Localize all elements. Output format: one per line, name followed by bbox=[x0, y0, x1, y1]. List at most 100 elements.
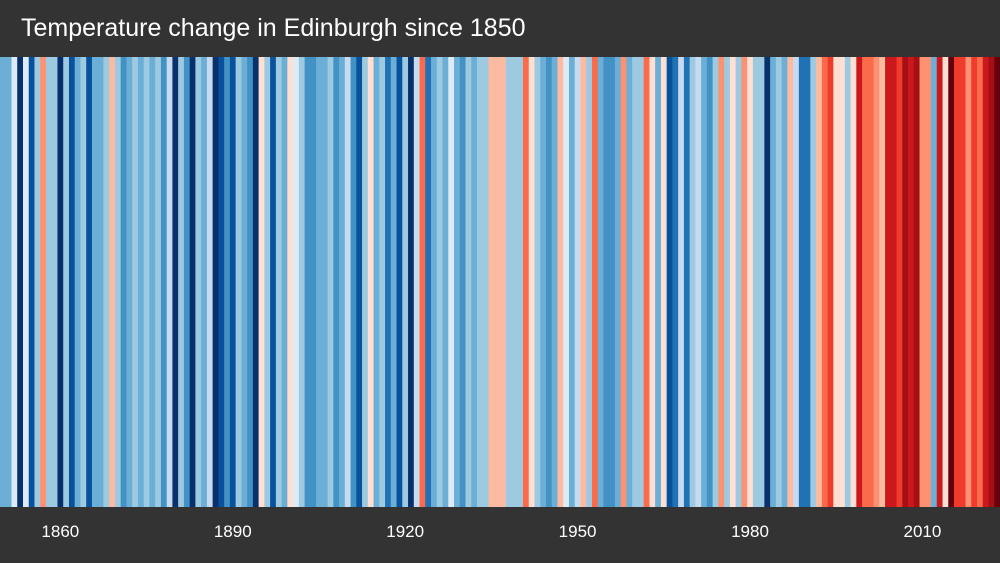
stripe-1972 bbox=[701, 57, 708, 507]
stripe-1891 bbox=[235, 57, 242, 507]
stripe-1998 bbox=[850, 57, 857, 507]
stripe-1900 bbox=[287, 57, 294, 507]
stripe-1949 bbox=[568, 57, 576, 507]
stripe-2020 bbox=[977, 57, 984, 507]
stripe-1884 bbox=[195, 57, 202, 507]
stripe-1903 bbox=[304, 57, 311, 507]
stripe-1948 bbox=[563, 57, 570, 507]
stripe-1950 bbox=[574, 57, 582, 507]
stripe-1905 bbox=[316, 57, 323, 507]
stripe-2000 bbox=[862, 57, 869, 507]
x-axis: 1860 1890 1920 1950 1980 2010 bbox=[0, 507, 1000, 563]
stripe-2008 bbox=[908, 57, 915, 507]
stripe-1961 bbox=[637, 57, 645, 507]
stripe-1862 bbox=[68, 57, 76, 507]
stripe-1898 bbox=[275, 57, 283, 507]
stripe-1932 bbox=[471, 57, 478, 507]
stripe-1968 bbox=[678, 57, 685, 507]
stripe-1990 bbox=[804, 57, 811, 507]
stripe-1883 bbox=[189, 57, 197, 507]
stripe-1946 bbox=[551, 57, 559, 507]
stripe-2004 bbox=[885, 57, 892, 507]
stripe-2023 bbox=[994, 57, 1000, 507]
stripe-1987 bbox=[787, 57, 794, 507]
stripe-1880 bbox=[172, 57, 179, 507]
stripe-1901 bbox=[293, 57, 300, 507]
stripe-1991 bbox=[810, 57, 817, 507]
stripe-1924 bbox=[425, 57, 432, 507]
stripe-1930 bbox=[459, 57, 467, 507]
stripe-1992 bbox=[816, 57, 823, 507]
stripe-1970 bbox=[689, 57, 697, 507]
stripe-1936 bbox=[494, 57, 501, 507]
stripe-1873 bbox=[132, 57, 139, 507]
stripe-2009 bbox=[913, 57, 921, 507]
stripe-1890 bbox=[229, 57, 237, 507]
stripe-2016 bbox=[954, 57, 961, 507]
stripe-1944 bbox=[540, 57, 547, 507]
stripe-1988 bbox=[793, 57, 800, 507]
stripe-1859 bbox=[51, 57, 59, 507]
stripe-1939 bbox=[511, 57, 518, 507]
stripe-1861 bbox=[63, 57, 70, 507]
stripe-2006 bbox=[896, 57, 903, 507]
stripe-2019 bbox=[971, 57, 978, 507]
stripe-2013 bbox=[936, 57, 944, 507]
stripe-1999 bbox=[856, 57, 863, 507]
stripe-1882 bbox=[183, 57, 191, 507]
stripe-1889 bbox=[224, 57, 231, 507]
stripe-1906 bbox=[321, 57, 329, 507]
stripe-2012 bbox=[931, 57, 938, 507]
stripe-1989 bbox=[798, 57, 806, 507]
stripe-1885 bbox=[201, 57, 208, 507]
stripe-1887 bbox=[212, 57, 219, 507]
stripe-1853 bbox=[17, 57, 24, 507]
stripe-1974 bbox=[712, 57, 719, 507]
stripe-1982 bbox=[758, 57, 765, 507]
stripe-1983 bbox=[764, 57, 771, 507]
stripe-1909 bbox=[339, 57, 346, 507]
stripe-1858 bbox=[45, 57, 53, 507]
stripe-1969 bbox=[683, 57, 691, 507]
stripe-1995 bbox=[833, 57, 840, 507]
stripe-1993 bbox=[821, 57, 829, 507]
stripe-1855 bbox=[28, 57, 36, 507]
stripe-1850 bbox=[0, 57, 7, 507]
stripe-1904 bbox=[310, 57, 317, 507]
stripe-1866 bbox=[91, 57, 99, 507]
stripe-1876 bbox=[149, 57, 156, 507]
stripe-1929 bbox=[454, 57, 461, 507]
stripe-1877 bbox=[155, 57, 162, 507]
stripe-1960 bbox=[632, 57, 639, 507]
warming-stripes bbox=[0, 57, 1000, 507]
stripe-1894 bbox=[252, 57, 260, 507]
stripe-1917 bbox=[385, 57, 392, 507]
stripe-1857 bbox=[40, 57, 47, 507]
stripe-2001 bbox=[867, 57, 875, 507]
stripe-1886 bbox=[206, 57, 214, 507]
stripe-2015 bbox=[948, 57, 955, 507]
stripe-1925 bbox=[431, 57, 438, 507]
stripe-1896 bbox=[264, 57, 271, 507]
stripe-1879 bbox=[166, 57, 174, 507]
stripe-1951 bbox=[580, 57, 587, 507]
stripe-1933 bbox=[477, 57, 484, 507]
stripe-1927 bbox=[442, 57, 449, 507]
stripe-1874 bbox=[137, 57, 145, 507]
x-tick-label: 1890 bbox=[213, 522, 252, 541]
stripe-1868 bbox=[103, 57, 110, 507]
x-tick-label: 2010 bbox=[903, 522, 942, 541]
stripe-1985 bbox=[775, 57, 783, 507]
stripe-1975 bbox=[718, 57, 725, 507]
stripe-1892 bbox=[241, 57, 248, 507]
stripe-1984 bbox=[770, 57, 777, 507]
stripe-1893 bbox=[247, 57, 254, 507]
stripe-1915 bbox=[373, 57, 380, 507]
stripe-2003 bbox=[879, 57, 886, 507]
stripe-1864 bbox=[80, 57, 87, 507]
stripe-1980 bbox=[747, 57, 754, 507]
stripe-1938 bbox=[505, 57, 513, 507]
stripe-1922 bbox=[413, 57, 421, 507]
stripe-1976 bbox=[724, 57, 731, 507]
stripe-1870 bbox=[114, 57, 122, 507]
